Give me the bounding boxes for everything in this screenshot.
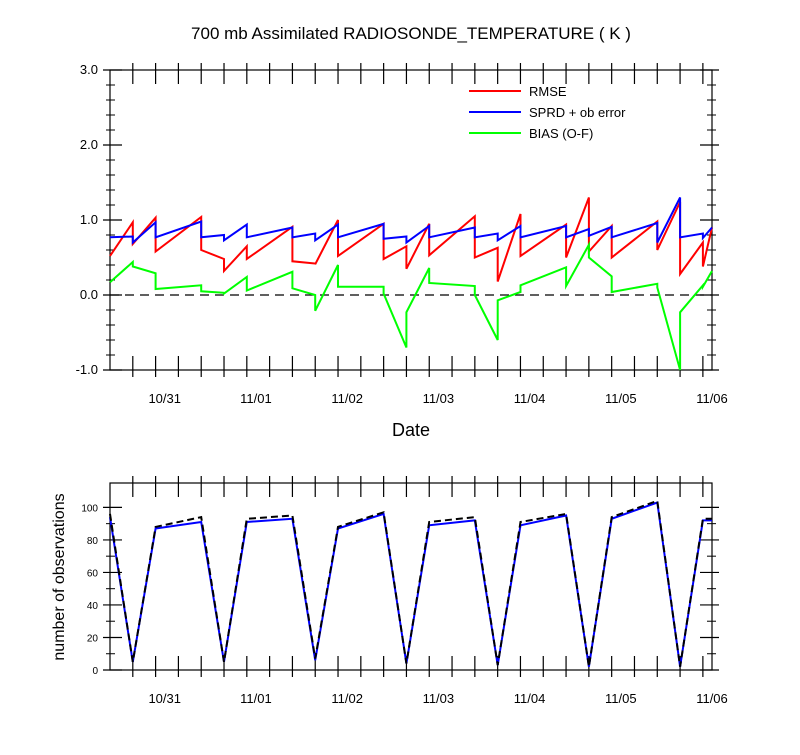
y-tick-label: 0.0 bbox=[80, 287, 98, 302]
x-tick-label: 11/06 bbox=[696, 391, 728, 406]
y-tick-label: 100 bbox=[81, 503, 98, 514]
legend-label: BIAS (O-F) bbox=[529, 126, 593, 141]
y-tick-label: 1.0 bbox=[80, 212, 98, 227]
y-tick-label: 20 bbox=[87, 633, 99, 644]
bottom-plot-frame bbox=[109, 482, 713, 671]
x-tick-label: 11/02 bbox=[331, 391, 363, 406]
x-tick-label: 11/02 bbox=[331, 691, 363, 706]
x-tick-label: 11/04 bbox=[514, 691, 546, 706]
x-tick-label: 11/01 bbox=[240, 691, 272, 706]
y-axis-label: number of observations bbox=[51, 493, 68, 660]
x-tick-label: 11/03 bbox=[423, 391, 455, 406]
bottom-x-axis: 10/31 11/01 11/02 11/03 11/04 11/05 11/06 bbox=[132, 476, 728, 706]
y-tick-label: 40 bbox=[87, 601, 99, 612]
series-line-rmse bbox=[109, 197, 713, 282]
series-line-series-0 bbox=[109, 501, 712, 667]
bottom-chart: 0 20 40 60 80 100 10/31 11/01 11/02 11/03 11/04 11… bbox=[51, 476, 728, 706]
y-tick-label: 0 bbox=[92, 666, 98, 677]
y-tick-label: -1.0 bbox=[76, 362, 98, 377]
legend-label: RMSE bbox=[529, 84, 567, 99]
x-tick-label: 11/06 bbox=[696, 691, 728, 706]
bottom-series-group bbox=[109, 499, 712, 667]
bottom-y-axis: 0 20 40 60 80 100 bbox=[81, 503, 719, 677]
top-chart: -1.0 0.0 1.0 2.0 3.0 10/31 11/01 11/02 11/03 11/… bbox=[76, 62, 728, 440]
series-line-series-1 bbox=[109, 499, 712, 667]
y-tick-label: 60 bbox=[87, 568, 99, 579]
x-tick-label: 10/31 bbox=[148, 391, 181, 406]
series-line-sprd-ob-error bbox=[109, 197, 713, 245]
legend-label: SPRD + ob error bbox=[529, 105, 626, 120]
y-tick-label: 2.0 bbox=[80, 137, 98, 152]
top-y-axis: -1.0 0.0 1.0 2.0 3.0 bbox=[76, 62, 719, 377]
x-tick-label: 11/01 bbox=[240, 391, 272, 406]
x-axis-label: Date bbox=[392, 420, 430, 440]
x-tick-label: 10/31 bbox=[148, 691, 181, 706]
y-tick-label: 80 bbox=[87, 536, 99, 547]
legend: RMSE SPRD + ob error BIAS (O-F) bbox=[469, 84, 626, 141]
x-tick-label: 11/03 bbox=[423, 691, 455, 706]
top-series-group bbox=[109, 197, 713, 371]
x-tick-label: 11/05 bbox=[605, 691, 637, 706]
x-tick-label: 11/05 bbox=[605, 391, 637, 406]
chart-title: 700 mb Assimilated RADIOSONDE_TEMPERATUR… bbox=[191, 24, 631, 43]
top-x-axis: 10/31 11/01 11/02 11/03 11/04 11/05 11/06 bbox=[132, 63, 728, 406]
series-line-bias-o-f bbox=[109, 240, 713, 371]
x-tick-label: 11/04 bbox=[514, 391, 546, 406]
y-tick-label: 3.0 bbox=[80, 62, 98, 77]
